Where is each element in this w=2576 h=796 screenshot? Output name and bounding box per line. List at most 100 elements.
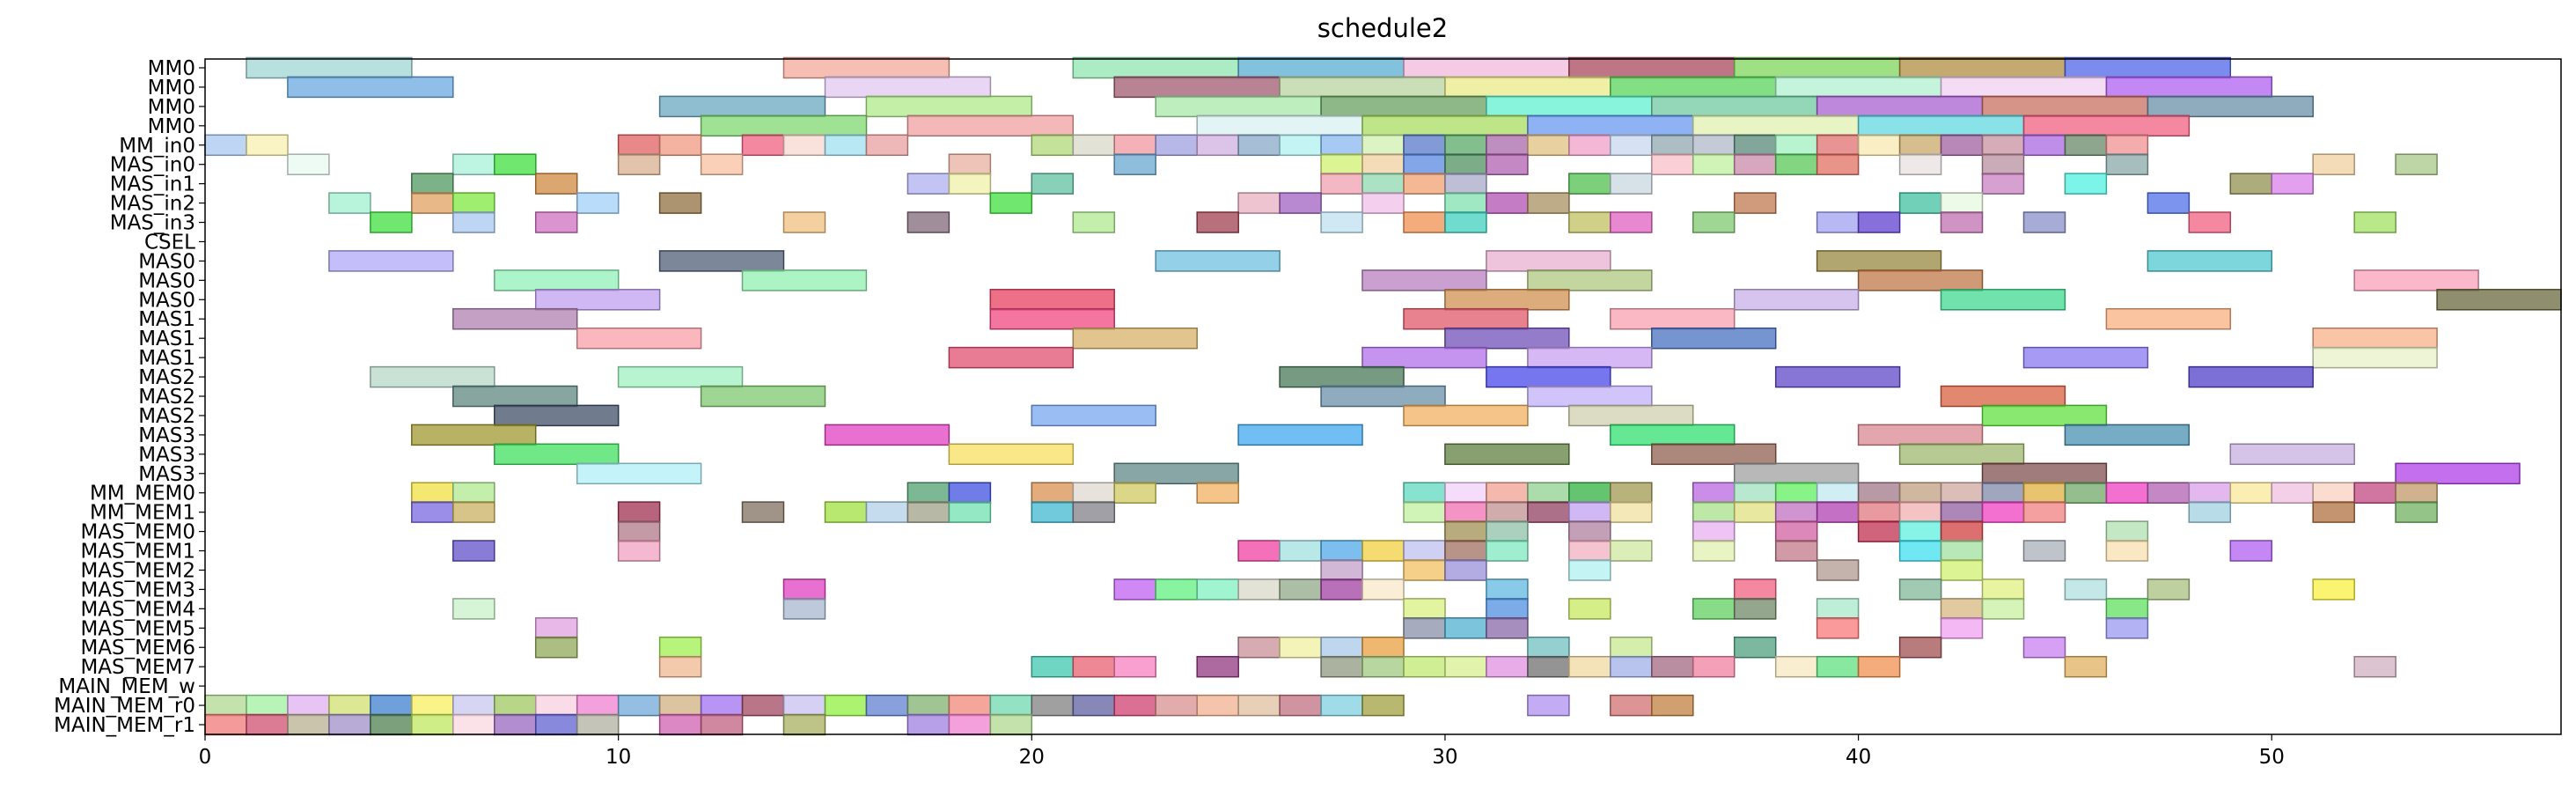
task-bar bbox=[204, 713, 247, 736]
task-bar bbox=[1568, 211, 1611, 233]
task-bar bbox=[1527, 694, 1570, 717]
task-bar bbox=[1651, 443, 1777, 466]
task-bar bbox=[1651, 153, 1694, 175]
y-tick-label: MAS1 bbox=[138, 328, 195, 350]
task-bar bbox=[246, 56, 413, 79]
task-bar bbox=[1072, 655, 1116, 678]
task-bar bbox=[2353, 482, 2396, 504]
task-bar bbox=[246, 694, 289, 717]
y-tick-label: MAS_MEM4 bbox=[80, 598, 195, 621]
task-bar bbox=[617, 134, 661, 157]
task-bar bbox=[1733, 289, 1860, 311]
x-axis-ticks: 0 10 20 30 40 50 bbox=[199, 734, 2285, 769]
task-bar bbox=[948, 482, 992, 504]
task-bar bbox=[1155, 579, 1198, 601]
task-bar bbox=[1774, 501, 1818, 523]
task-bar bbox=[2022, 134, 2066, 157]
task-bar bbox=[452, 385, 578, 408]
task-bar bbox=[1940, 192, 1984, 214]
task-bar bbox=[1692, 211, 1736, 233]
task-bar bbox=[1403, 559, 1446, 581]
task-bar bbox=[700, 694, 744, 717]
task-bar bbox=[1981, 95, 2149, 118]
task-bar bbox=[1113, 153, 1156, 175]
task-bar bbox=[824, 694, 868, 717]
task-bar bbox=[1981, 579, 2025, 601]
task-bar bbox=[2271, 482, 2314, 504]
task-bar bbox=[782, 211, 826, 233]
task-bar bbox=[1527, 192, 1570, 214]
task-bar bbox=[1320, 211, 1363, 233]
y-tick-label: MAIN_MEM_r1 bbox=[54, 714, 195, 737]
task-bar bbox=[1279, 76, 1446, 99]
task-bar bbox=[1031, 655, 1075, 678]
task-bar bbox=[1072, 327, 1198, 350]
task-bar bbox=[452, 482, 495, 504]
task-bar bbox=[287, 713, 330, 736]
x-tick-label: 30 bbox=[1432, 746, 1457, 769]
task-bar bbox=[494, 269, 620, 291]
task-bar bbox=[1444, 443, 1570, 466]
task-bar bbox=[1898, 443, 2025, 466]
task-bar bbox=[1568, 134, 1611, 157]
task-bar bbox=[1361, 173, 1405, 195]
task-bar bbox=[1651, 95, 1818, 118]
task-bar bbox=[1155, 250, 1281, 272]
task-bar bbox=[948, 346, 1075, 369]
task-bar bbox=[1113, 655, 1156, 678]
task-bar bbox=[1444, 482, 1487, 504]
task-bar bbox=[1361, 114, 1529, 137]
task-bar bbox=[1816, 153, 1860, 175]
task-bar bbox=[411, 713, 454, 736]
task-bar bbox=[1774, 655, 1818, 678]
y-tick-label: CSEL bbox=[144, 231, 195, 254]
task-bar bbox=[1444, 559, 1487, 581]
task-bar bbox=[1320, 95, 1487, 118]
task-bar bbox=[534, 694, 578, 717]
task-bar bbox=[1155, 694, 1198, 717]
task-bar bbox=[1898, 501, 1942, 523]
task-bar bbox=[2105, 482, 2149, 504]
task-bar bbox=[1031, 482, 1075, 504]
task-bar bbox=[1940, 76, 2108, 99]
task-bar bbox=[534, 713, 578, 736]
task-bar bbox=[1072, 482, 1116, 504]
task-bar bbox=[1610, 694, 1653, 717]
task-bar bbox=[1527, 269, 1653, 291]
task-bar bbox=[494, 694, 537, 717]
task-bar bbox=[1568, 559, 1611, 581]
task-bar bbox=[2353, 269, 2479, 291]
task-bar bbox=[2105, 134, 2149, 157]
task-bar bbox=[2188, 211, 2232, 233]
task-bar bbox=[1444, 76, 1611, 99]
task-bar bbox=[1898, 56, 2066, 79]
task-bar bbox=[2436, 289, 2562, 311]
task-bar bbox=[1237, 636, 1281, 659]
y-tick-label: MM_MEM0 bbox=[90, 483, 195, 505]
task-bar bbox=[1981, 404, 2108, 427]
task-bar bbox=[658, 694, 702, 717]
task-bar bbox=[1527, 501, 1570, 523]
task-bar bbox=[411, 482, 454, 504]
y-tick-label: MAS3 bbox=[138, 463, 195, 486]
task-bar bbox=[1031, 501, 1075, 523]
task-bar bbox=[1981, 462, 2108, 485]
task-bar bbox=[1774, 520, 1818, 542]
task-bar bbox=[1196, 134, 1239, 157]
task-bar bbox=[1568, 655, 1611, 678]
task-bar bbox=[1196, 211, 1239, 233]
y-tick-label: MAS0 bbox=[138, 289, 195, 312]
task-bar bbox=[1279, 365, 1405, 388]
task-bar bbox=[2229, 540, 2273, 562]
task-bar bbox=[1981, 482, 2025, 504]
y-tick-label: MAS1 bbox=[138, 347, 195, 370]
task-bar bbox=[1857, 211, 1901, 233]
task-bar bbox=[494, 153, 537, 175]
task-bar bbox=[1816, 250, 1942, 272]
task-bar bbox=[824, 501, 868, 523]
task-bar bbox=[1403, 598, 1446, 620]
task-bar bbox=[1031, 134, 1075, 157]
task-bar bbox=[2105, 598, 2149, 620]
task-bar bbox=[1692, 482, 1736, 504]
